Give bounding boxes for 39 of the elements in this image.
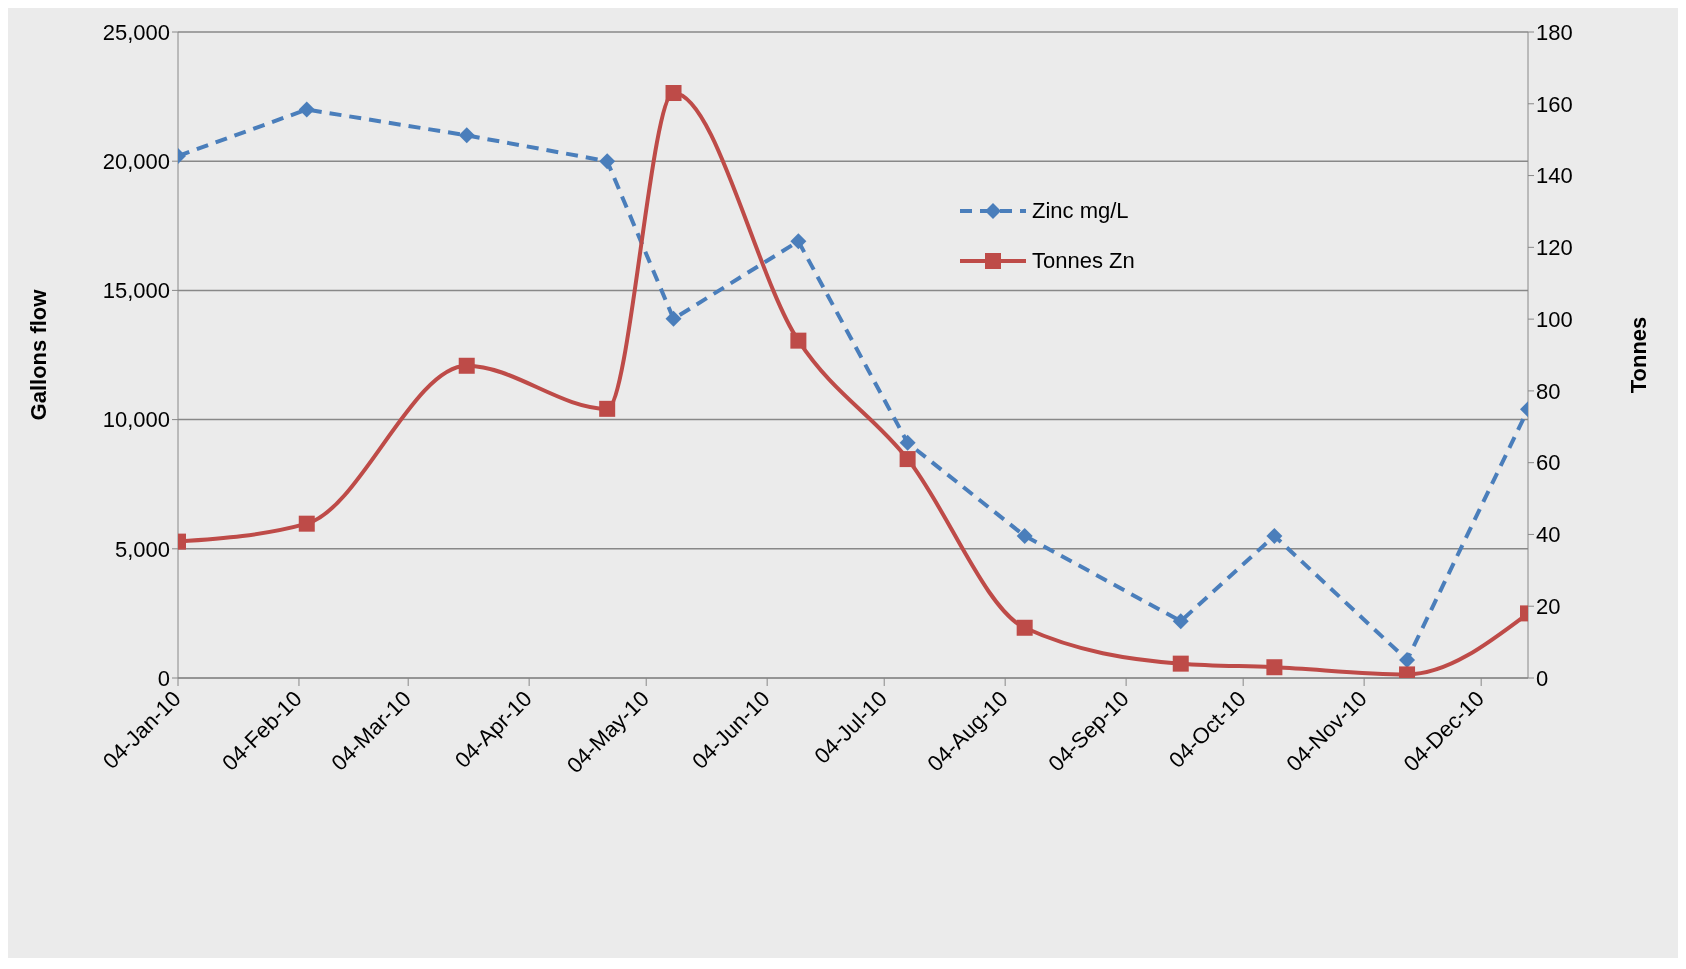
point: [1266, 659, 1283, 676]
point: [899, 451, 916, 468]
point: [790, 233, 807, 250]
point: [1016, 619, 1033, 636]
y-tick-label: 5,000: [114, 536, 170, 562]
point: [899, 434, 916, 451]
legend-label: Zinc mg/L: [1032, 198, 1129, 224]
point: [1399, 651, 1416, 668]
point: [298, 515, 315, 532]
y2-tick-label: 80: [1536, 378, 1561, 404]
y2-tick-label: 0: [1536, 665, 1549, 691]
point: [1266, 527, 1283, 544]
y2-tick-label: 140: [1536, 163, 1573, 189]
point: [665, 85, 682, 102]
y-tick-label: 10,000: [102, 407, 170, 433]
point: [1016, 527, 1033, 544]
point: [458, 127, 475, 144]
y2-tick-label: 40: [1536, 522, 1561, 548]
point: [665, 310, 682, 327]
y2-tick-label: 100: [1536, 306, 1573, 332]
legend-label: Tonnes Zn: [1032, 248, 1135, 274]
point: [458, 357, 475, 374]
y2-tick-label: 180: [1536, 19, 1573, 45]
y-tick-label: 15,000: [102, 278, 170, 304]
y2-tick-label: 60: [1536, 450, 1561, 476]
y2-tick-label: 20: [1536, 594, 1561, 620]
y-tick-label: 20,000: [102, 149, 170, 175]
point: [599, 400, 616, 417]
y2-tick-label: 120: [1536, 235, 1573, 261]
y-tick-label: 0: [157, 665, 170, 691]
point: [1172, 655, 1189, 672]
point: [1172, 613, 1189, 630]
y-axis-title: Gallons flow: [25, 288, 51, 421]
y-tick-label: 25,000: [102, 19, 170, 45]
point: [599, 153, 616, 170]
point: [298, 101, 315, 118]
y2-axis-title: Tonnes: [1625, 316, 1651, 394]
y2-tick-label: 160: [1536, 91, 1573, 117]
point: [790, 332, 807, 349]
